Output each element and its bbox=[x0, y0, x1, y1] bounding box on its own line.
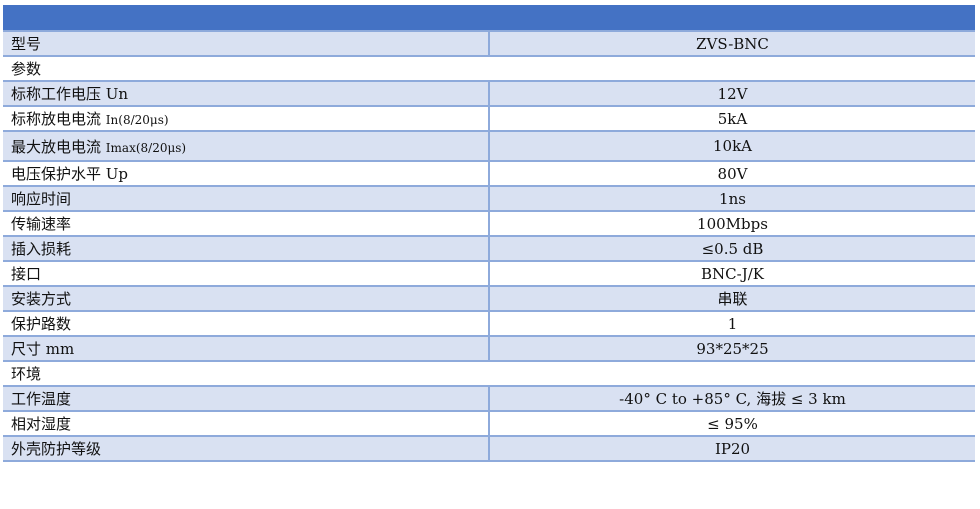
spec-value: 串联 bbox=[489, 285, 975, 312]
spec-value: 10kA bbox=[489, 130, 975, 162]
spec-label-text: 传输速率 bbox=[11, 215, 72, 233]
spec-label-text: 尺寸 mm bbox=[11, 340, 75, 358]
table-row: 外壳防护等级 IP20 bbox=[3, 435, 975, 462]
spec-label-text: 工作温度 bbox=[11, 390, 72, 408]
spec-label: 外壳防护等级 bbox=[3, 435, 490, 462]
spec-label: 插入损耗 bbox=[3, 235, 490, 262]
spec-label-text: 插入损耗 bbox=[11, 240, 72, 258]
spec-label: 标称放电电流 In(8/20μs) bbox=[3, 105, 490, 132]
spec-label-text: 接口 bbox=[11, 265, 42, 283]
spec-value: ZVS-BNC bbox=[489, 30, 975, 57]
table-header-bar bbox=[3, 5, 975, 31]
table-row: 相对湿度 ≤ 95% bbox=[3, 410, 975, 437]
spec-label-text: 标称工作电压 Un bbox=[11, 85, 129, 103]
table-row: 安装方式 串联 bbox=[3, 285, 975, 312]
spec-value: ≤ 95% bbox=[489, 410, 975, 437]
section-row: 环境 bbox=[3, 360, 975, 387]
table-row: 最大放电电流 Imax(8/20μs) 10kA bbox=[3, 130, 975, 162]
spec-label: 响应时间 bbox=[3, 185, 490, 212]
table-row: 插入损耗 ≤0.5 dB bbox=[3, 235, 975, 262]
spec-label-text: 相对湿度 bbox=[11, 415, 72, 433]
table-row: 尺寸 mm 93*25*25 bbox=[3, 335, 975, 362]
section-row: 参数 bbox=[3, 55, 975, 82]
table-row: 传输速率 100Mbps bbox=[3, 210, 975, 237]
table-row: 保护路数 1 bbox=[3, 310, 975, 337]
spec-value: -40° C to +85° C, 海拔 ≤ 3 km bbox=[489, 385, 975, 412]
spec-value: 1ns bbox=[489, 185, 975, 212]
spec-label-text: 最大放电电流 bbox=[11, 137, 102, 156]
spec-value: IP20 bbox=[489, 435, 975, 462]
spec-value: 93*25*25 bbox=[489, 335, 975, 362]
spec-label-text: 外壳防护等级 bbox=[11, 440, 102, 458]
section-label: 参数 bbox=[3, 55, 975, 82]
spec-value: 100Mbps bbox=[489, 210, 975, 237]
table-row: 接口 BNC-J/K bbox=[3, 260, 975, 287]
spec-label: 传输速率 bbox=[3, 210, 490, 237]
spec-label: 保护路数 bbox=[3, 310, 490, 337]
spec-label-text: 型号 bbox=[11, 35, 42, 53]
spec-label: 标称工作电压 Un bbox=[3, 80, 490, 107]
table-row: 标称工作电压 Un 12V bbox=[3, 80, 975, 107]
spec-label: 安装方式 bbox=[3, 285, 490, 312]
spec-table: 型号 ZVS-BNC 参数 标称工作电压 Un 12V 标称放电电流 In(8/20μs)… bbox=[3, 5, 975, 462]
spec-value: 1 bbox=[489, 310, 975, 337]
table-row: 电压保护水平 Up 80V bbox=[3, 160, 975, 187]
spec-label: 相对湿度 bbox=[3, 410, 490, 437]
spec-value: BNC-J/K bbox=[489, 260, 975, 287]
spec-label-text: 安装方式 bbox=[11, 290, 72, 308]
spec-label-text: 保护路数 bbox=[11, 315, 72, 333]
spec-label: 型号 bbox=[3, 30, 490, 57]
spec-value: 5kA bbox=[489, 105, 975, 132]
section-label: 环境 bbox=[3, 360, 975, 387]
spec-label-text: 电压保护水平 Up bbox=[11, 165, 129, 183]
spec-label: 尺寸 mm bbox=[3, 335, 490, 362]
spec-label-text: 响应时间 bbox=[11, 190, 72, 208]
spec-label: 最大放电电流 Imax(8/20μs) bbox=[3, 130, 490, 162]
spec-label-sub: Imax(8/20μs) bbox=[105, 140, 187, 155]
table-row: 标称放电电流 In(8/20μs) 5kA bbox=[3, 105, 975, 132]
table-row: 型号 ZVS-BNC bbox=[3, 30, 975, 57]
spec-value: ≤0.5 dB bbox=[489, 235, 975, 262]
spec-label: 工作温度 bbox=[3, 385, 490, 412]
spec-label: 接口 bbox=[3, 260, 490, 287]
spec-value: 12V bbox=[489, 80, 975, 107]
table-row: 响应时间 1ns bbox=[3, 185, 975, 212]
table-row: 工作温度 -40° C to +85° C, 海拔 ≤ 3 km bbox=[3, 385, 975, 412]
spec-value: 80V bbox=[489, 160, 975, 187]
spec-label: 电压保护水平 Up bbox=[3, 160, 490, 187]
spec-label-text: 标称放电电流 bbox=[11, 110, 102, 128]
spec-label-sub: In(8/20μs) bbox=[105, 113, 169, 127]
